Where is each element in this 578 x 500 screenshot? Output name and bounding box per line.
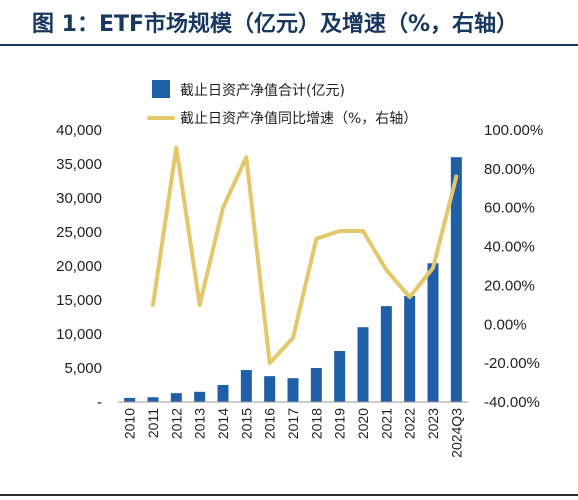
y-left-tick-label: 30,000 [56,190,102,207]
x-tick-label: 2013 [192,408,208,439]
x-tick-label: 2024Q3 [448,408,464,458]
x-tick-label: 2020 [355,408,371,439]
bar [171,393,182,402]
bar [311,368,322,402]
bar [404,296,415,402]
x-tick-label: 2021 [378,408,394,439]
y-right-tick-label: 100.00% [484,122,543,139]
legend-bar-swatch [152,80,170,98]
x-tick-label: 2015 [238,408,254,439]
x-tick-label: 2019 [332,408,348,439]
x-tick-label: 2010 [122,408,138,439]
y-left-tick-label: 35,000 [56,156,102,173]
y-left-tick-label: 40,000 [56,122,102,139]
bar [218,385,229,402]
bar [381,306,392,402]
x-tick-label: 2014 [215,408,231,439]
x-tick-label: 2011 [145,408,161,438]
y-right-tick-label: -20.00% [484,355,540,372]
bar [148,397,159,402]
bar [288,378,299,402]
x-tick-label: 2016 [262,408,278,439]
x-tick-label: 2022 [402,408,418,439]
bar [358,327,369,402]
y-right-tick-label: 20.00% [484,277,535,294]
y-left-tick-label: 25,000 [56,224,102,241]
y-left-tick-label: 20,000 [56,258,102,275]
bar [194,392,205,402]
legend-line-label: 截止日资产净值同比增速（%，右轴） [180,111,417,127]
y-left-tick-label: - [97,394,102,411]
bar [428,263,439,402]
bar [264,376,275,402]
y-right-tick-label: 60.00% [484,200,535,217]
y-left-tick-label: 5,000 [64,360,102,377]
legend-bar-label: 截止日资产净值合计(亿元) [180,83,345,99]
y-right-tick-label: -40.00% [484,394,540,411]
bar [334,351,345,402]
bottom-divider [0,494,578,496]
bar [241,370,252,402]
y-right-tick-label: 80.00% [484,161,535,178]
x-tick-label: 2017 [285,408,301,439]
y-left-tick-label: 15,000 [56,292,102,309]
x-tick-label: 2018 [308,408,324,439]
x-tick-label: 2023 [425,408,441,439]
bar [124,398,135,402]
y-right-tick-label: 40.00% [484,239,535,256]
x-tick-label: 2012 [168,408,184,439]
y-left-tick-label: 10,000 [56,326,102,343]
y-right-tick-label: 0.00% [484,316,527,333]
